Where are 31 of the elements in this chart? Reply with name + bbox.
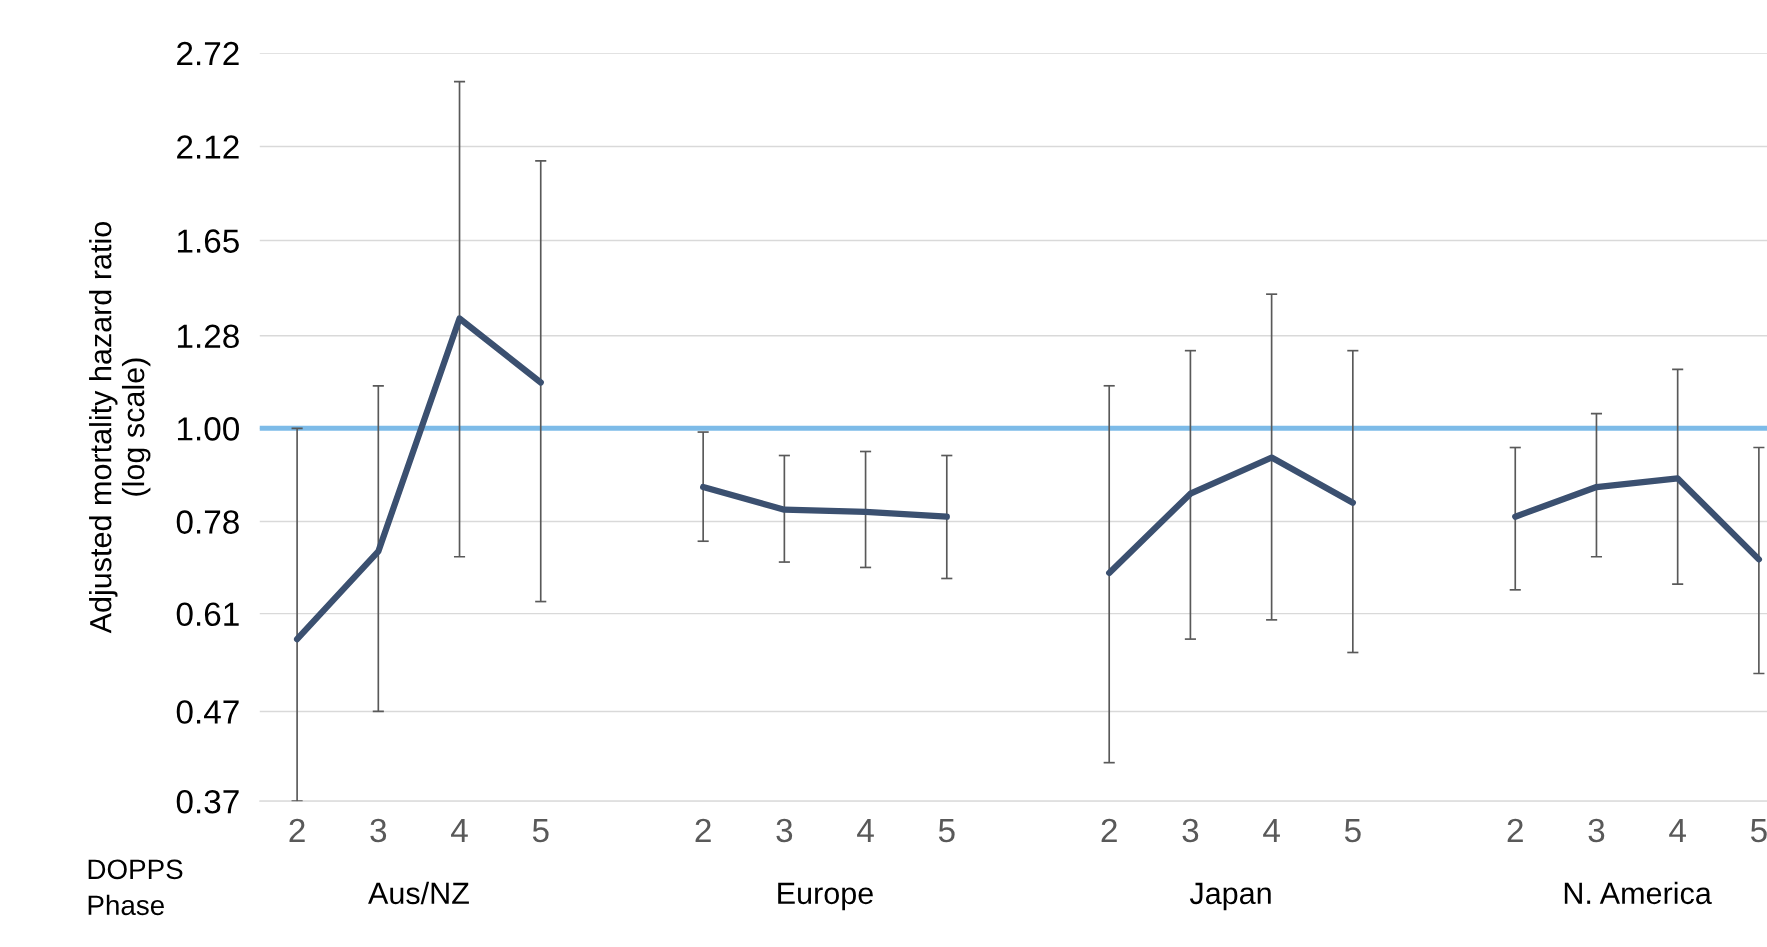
x-tick-label: 4 (1263, 819, 1280, 842)
y-tick-label: 1.65 (177, 229, 239, 253)
text: Europe (778, 882, 873, 911)
x-tick-label: 2 (1101, 818, 1117, 842)
text: 0.61 (176, 602, 239, 627)
x-tick-label: 4 (1669, 819, 1686, 842)
y-tick-label: 0.37 (176, 789, 239, 814)
text: N. America (1564, 881, 1712, 905)
y-tick-label: 2.12 (177, 135, 239, 159)
y-tick-label: 1.28 (177, 324, 239, 349)
x-tick-label: 4 (451, 819, 468, 842)
x-tick-label: 5 (938, 819, 955, 843)
x-tick-label: 3 (1588, 818, 1605, 843)
x-tick-label: 2 (289, 818, 305, 842)
y-tick-label: 0.78 (176, 510, 239, 534)
text: Aus/NZ (368, 881, 469, 905)
text: Japan (1189, 882, 1271, 911)
y-tick-label: 2.72 (177, 41, 239, 66)
y-axis-title: Adjusted mortality hazard ratio (log scale) (89, 222, 151, 634)
x-tick-label: 5 (532, 819, 549, 843)
x-tick-label: 4 (857, 819, 874, 842)
x-tick-label: 2 (695, 818, 711, 842)
y-tick-label: 0.47 (176, 700, 239, 724)
x-tick-label: 3 (370, 818, 387, 843)
x-tick-label: 3 (1182, 818, 1199, 843)
x-tick-label: 5 (1750, 819, 1767, 843)
x-tick-label: 3 (776, 818, 793, 843)
x-axis-title: DOPPS Phase (88, 859, 183, 916)
y-tick-label: 1.00 (177, 417, 240, 441)
x-tick-label: 5 (1344, 819, 1361, 843)
x-tick-label: 2 (1507, 818, 1523, 842)
